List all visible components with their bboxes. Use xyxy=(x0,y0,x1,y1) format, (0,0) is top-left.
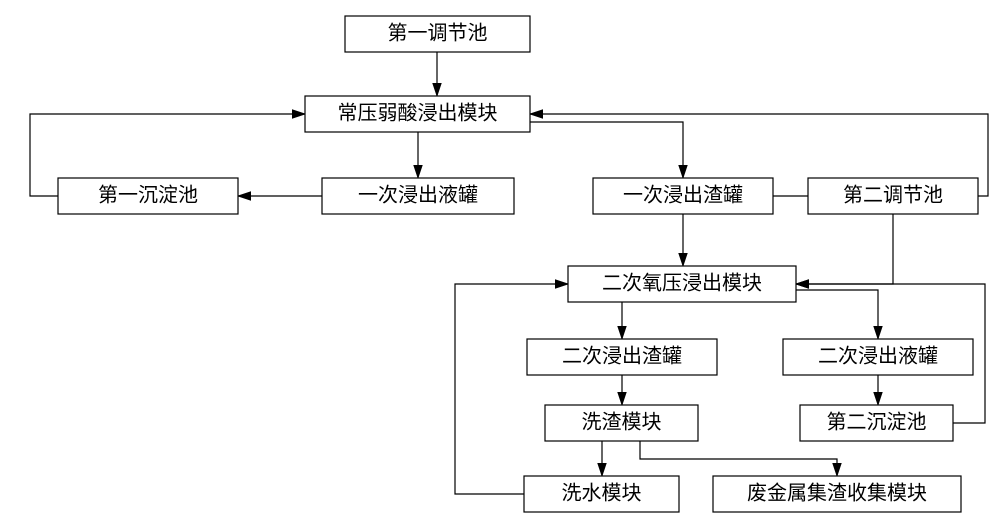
node-label: 洗水模块 xyxy=(562,482,642,505)
node-n6: 第二调节池 xyxy=(808,178,978,214)
node-n7: 二次氧压浸出模块 xyxy=(568,266,796,302)
node-n11: 第二沉淀池 xyxy=(800,405,953,441)
node-n3: 第一沉淀池 xyxy=(58,178,238,214)
edge-n7-n9 xyxy=(796,290,878,339)
node-label: 二次氧压浸出模块 xyxy=(602,272,762,295)
nodes-layer: 第一调节池常压弱酸浸出模块第一沉淀池 一次浸出液罐 一次浸出渣罐 第二调节池二次氧压浸… xyxy=(58,16,978,512)
edge-n12-n7 xyxy=(455,284,568,494)
node-label: 第二沉淀池 xyxy=(827,411,927,434)
node-label: 洗渣模块 xyxy=(582,411,662,434)
node-label: 一次浸出渣罐 xyxy=(623,184,743,207)
node-n8: 二次浸出渣罐 xyxy=(527,339,717,375)
node-n13: 废金属集渣收集模块 xyxy=(713,476,961,512)
node-label: 第一沉淀池 xyxy=(98,184,198,207)
node-n1: 第一调节池 xyxy=(345,16,530,52)
node-label: 第二调节池 xyxy=(843,184,943,207)
node-n4: 一次浸出液罐 xyxy=(322,178,514,214)
edge-n6-n7 xyxy=(796,214,893,284)
edge-n10-n13 xyxy=(640,441,837,476)
node-label: 第一调节池 xyxy=(388,22,488,45)
edge-n2-n5 xyxy=(530,122,683,178)
node-n2: 常压弱酸浸出模块 xyxy=(305,96,530,132)
node-label: 二次浸出渣罐 xyxy=(562,345,682,368)
node-label: 废金属集渣收集模块 xyxy=(747,482,927,505)
flowchart-canvas: 第一调节池常压弱酸浸出模块第一沉淀池 一次浸出液罐 一次浸出渣罐 第二调节池二次氧压浸… xyxy=(0,0,1000,529)
node-label: 一次浸出液罐 xyxy=(358,184,478,207)
node-n12: 洗水模块 xyxy=(524,476,679,512)
node-n5: 一次浸出渣罐 xyxy=(593,178,773,214)
node-n10: 洗渣模块 xyxy=(545,405,698,441)
node-label: 常压弱酸浸出模块 xyxy=(338,102,498,125)
node-label: 二次浸出液罐 xyxy=(818,345,938,368)
node-n9: 二次浸出液罐 xyxy=(783,339,973,375)
